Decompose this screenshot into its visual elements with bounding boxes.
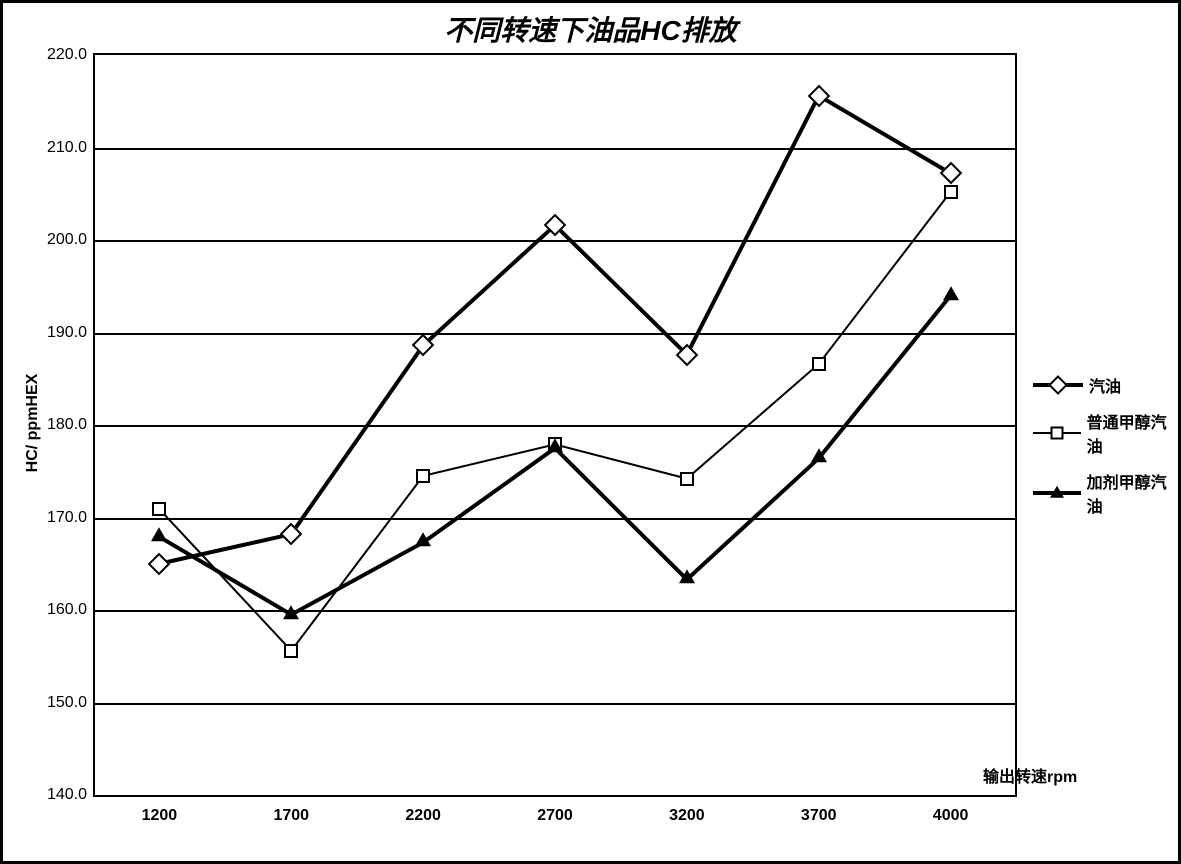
series-marker-triangle: [151, 527, 167, 541]
y-tick-label: 170.0: [47, 509, 87, 527]
legend-label: 加剂甲醇汽油: [1087, 469, 1178, 517]
legend-swatch-line: [1033, 432, 1081, 434]
x-tick-label: 2700: [537, 807, 573, 825]
series-marker-triangle: [547, 438, 563, 452]
series-line: [159, 96, 950, 564]
x-tick-label: 4000: [933, 807, 969, 825]
series-marker-square: [944, 185, 958, 199]
gridline-h: [95, 333, 1015, 335]
legend-label: 汽油: [1089, 373, 1121, 397]
x-tick-label: 1700: [273, 807, 309, 825]
chart-title: 不同转速下油品HC排放: [3, 9, 1178, 49]
plot-area: 140.0150.0160.0170.0180.0190.0200.0210.0…: [93, 53, 1017, 797]
gridline-h: [95, 518, 1015, 520]
gridline-h: [95, 425, 1015, 427]
series-marker-square: [416, 469, 430, 483]
legend-marker-square-icon: [1050, 427, 1063, 440]
series-marker-triangle: [811, 448, 827, 462]
y-tick-label: 160.0: [47, 601, 87, 619]
gridline-h: [95, 610, 1015, 612]
gridline-h: [95, 703, 1015, 705]
x-tick-label: 1200: [142, 807, 178, 825]
gridline-h: [95, 148, 1015, 150]
series-line: [159, 192, 950, 651]
y-tick-label: 190.0: [47, 324, 87, 342]
series-marker-square: [812, 357, 826, 371]
y-tick-label: 150.0: [47, 694, 87, 712]
chart-container: 不同转速下油品HC排放 140.0150.0160.0170.0180.0190…: [0, 0, 1181, 864]
series-marker-triangle: [415, 533, 431, 547]
legend-label: 普通甲醇汽油: [1087, 409, 1178, 457]
legend-marker-diamond-icon: [1048, 375, 1068, 395]
x-tick-label: 2200: [405, 807, 441, 825]
y-tick-label: 140.0: [47, 786, 87, 804]
legend: 汽油普通甲醇汽油加剂甲醇汽油: [1033, 373, 1178, 529]
y-tick-label: 200.0: [47, 231, 87, 249]
gridline-h: [95, 240, 1015, 242]
series-marker-square: [680, 472, 694, 486]
y-tick-label: 220.0: [47, 46, 87, 64]
series-marker-triangle: [943, 286, 959, 300]
legend-item: 加剂甲醇汽油: [1033, 469, 1178, 517]
y-tick-label: 210.0: [47, 139, 87, 157]
series-marker-triangle: [679, 570, 695, 584]
series-line: [159, 296, 950, 615]
legend-swatch-line: [1033, 491, 1081, 495]
x-tick-label: 3200: [669, 807, 705, 825]
series-marker-square: [152, 502, 166, 516]
y-tick-label: 180.0: [47, 416, 87, 434]
legend-swatch-line: [1033, 383, 1083, 387]
series-marker-square: [284, 644, 298, 658]
legend-item: 汽油: [1033, 373, 1178, 397]
x-tick-label: 3700: [801, 807, 837, 825]
legend-marker-triangle-icon: [1050, 486, 1064, 498]
y-axis-label: HC/ ppmHEX: [24, 374, 42, 473]
x-axis-label: 输出转速rpm: [983, 763, 1077, 787]
legend-item: 普通甲醇汽油: [1033, 409, 1178, 457]
